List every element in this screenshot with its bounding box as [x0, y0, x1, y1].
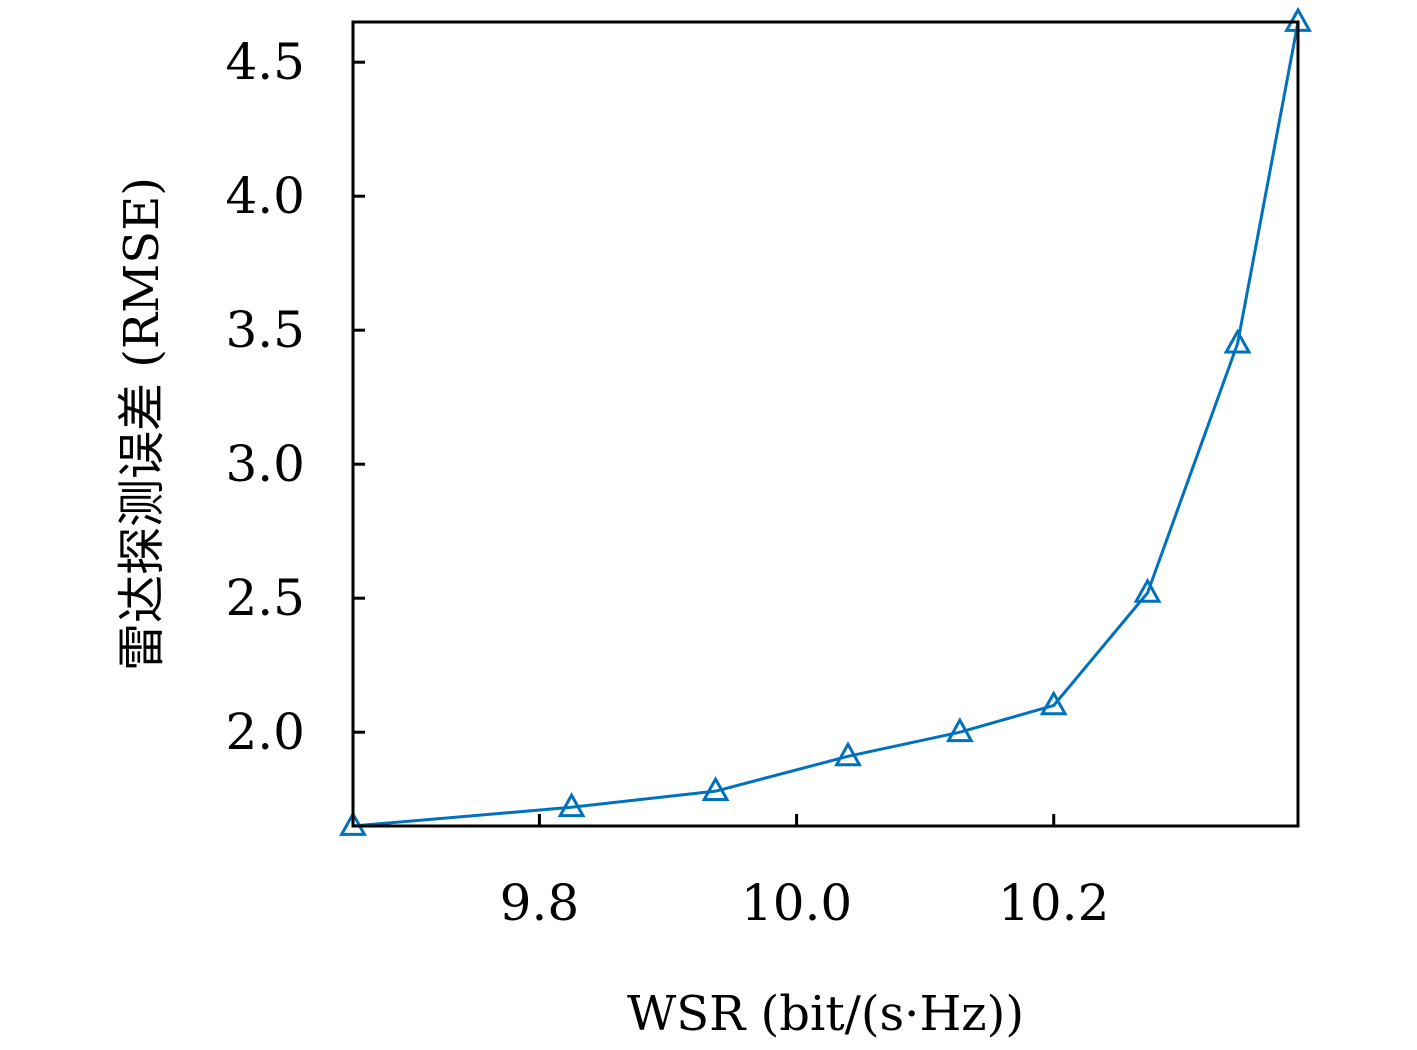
x-tick-label: 10.0 [741, 874, 852, 932]
series-line [352, 21, 1300, 828]
y-tick-label: 3.5 [225, 301, 305, 359]
data-point-marker [1223, 328, 1252, 354]
y-tick-label: 4.0 [225, 167, 305, 225]
axes-frame [351, 20, 1300, 828]
x-tick-label: 10.2 [998, 874, 1109, 932]
plot-area [339, 6, 1312, 836]
y-tick-label: 2.5 [225, 569, 305, 627]
x-tick-label: 9.8 [500, 874, 580, 932]
axis-ticks: 9.8 10.0 10.2 2.0 2.5 3.0 3.5 4.0 4.5 [225, 33, 1109, 932]
y-tick-label: 2.0 [225, 703, 305, 761]
data-point-marker [1133, 577, 1162, 603]
y-tick-label: 4.5 [225, 33, 305, 91]
y-axis-title: 雷达探测误差 (RMSE) [114, 177, 170, 671]
data-point-marker [1039, 690, 1068, 716]
data-point-marker [945, 717, 974, 743]
data-point-marker [701, 776, 730, 802]
data-point-marker [557, 792, 586, 818]
data-point-marker [834, 741, 862, 767]
y-tick-label: 3.0 [225, 435, 305, 493]
x-axis-title: WSR (bit/(s·Hz)) [627, 986, 1024, 1042]
data-point-marker [339, 810, 367, 836]
